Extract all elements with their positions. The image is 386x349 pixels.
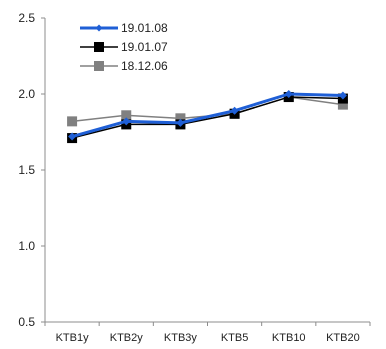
legend: 19.01.08 19.01.07 18.12.06	[80, 21, 168, 73]
series-line	[71, 92, 343, 139]
legend-label: 19.01.08	[121, 21, 168, 35]
legend-marker	[94, 42, 104, 52]
x-tick-label: KTB20	[326, 332, 360, 344]
y-axis: 0.5 1.0 1.5 2.0 2.5	[18, 11, 46, 329]
data-point	[230, 106, 239, 115]
data-point	[337, 99, 348, 110]
series-0	[68, 90, 347, 141]
series-line	[71, 96, 343, 139]
y-tick-label: 2.5	[18, 11, 35, 25]
legend-item: 19.01.07	[80, 40, 168, 54]
y-tick-label: 1.5	[18, 163, 35, 177]
x-tick-label: KTB3y	[164, 332, 198, 344]
series-layer	[67, 90, 348, 144]
legend-marker	[94, 61, 104, 71]
data-point	[338, 91, 347, 100]
legend-item: 18.12.06	[80, 59, 168, 73]
y-tick-label: 2.0	[18, 87, 35, 101]
data-point	[284, 90, 293, 98]
x-tick-label: KTB5	[221, 332, 249, 344]
data-point	[121, 110, 132, 121]
data-point	[175, 113, 186, 124]
data-point	[122, 117, 131, 126]
data-point	[176, 118, 185, 127]
x-axis: KTB1y KTB2y KTB3y KTB5 KTB10 KTB20	[44, 321, 371, 344]
x-tick-label: KTB1y	[56, 332, 90, 344]
legend-label: 18.12.06	[121, 59, 168, 73]
x-tick-label: KTB10	[272, 332, 306, 344]
legend-label: 19.01.07	[121, 40, 168, 54]
data-point	[68, 132, 77, 141]
legend-marker	[95, 24, 103, 32]
x-tick-label: KTB2y	[110, 332, 144, 344]
legend-item: 19.01.08	[80, 21, 168, 35]
data-point	[67, 116, 78, 127]
y-tick-label: 1.0	[18, 239, 35, 253]
y-tick-label: 0.5	[18, 315, 35, 329]
